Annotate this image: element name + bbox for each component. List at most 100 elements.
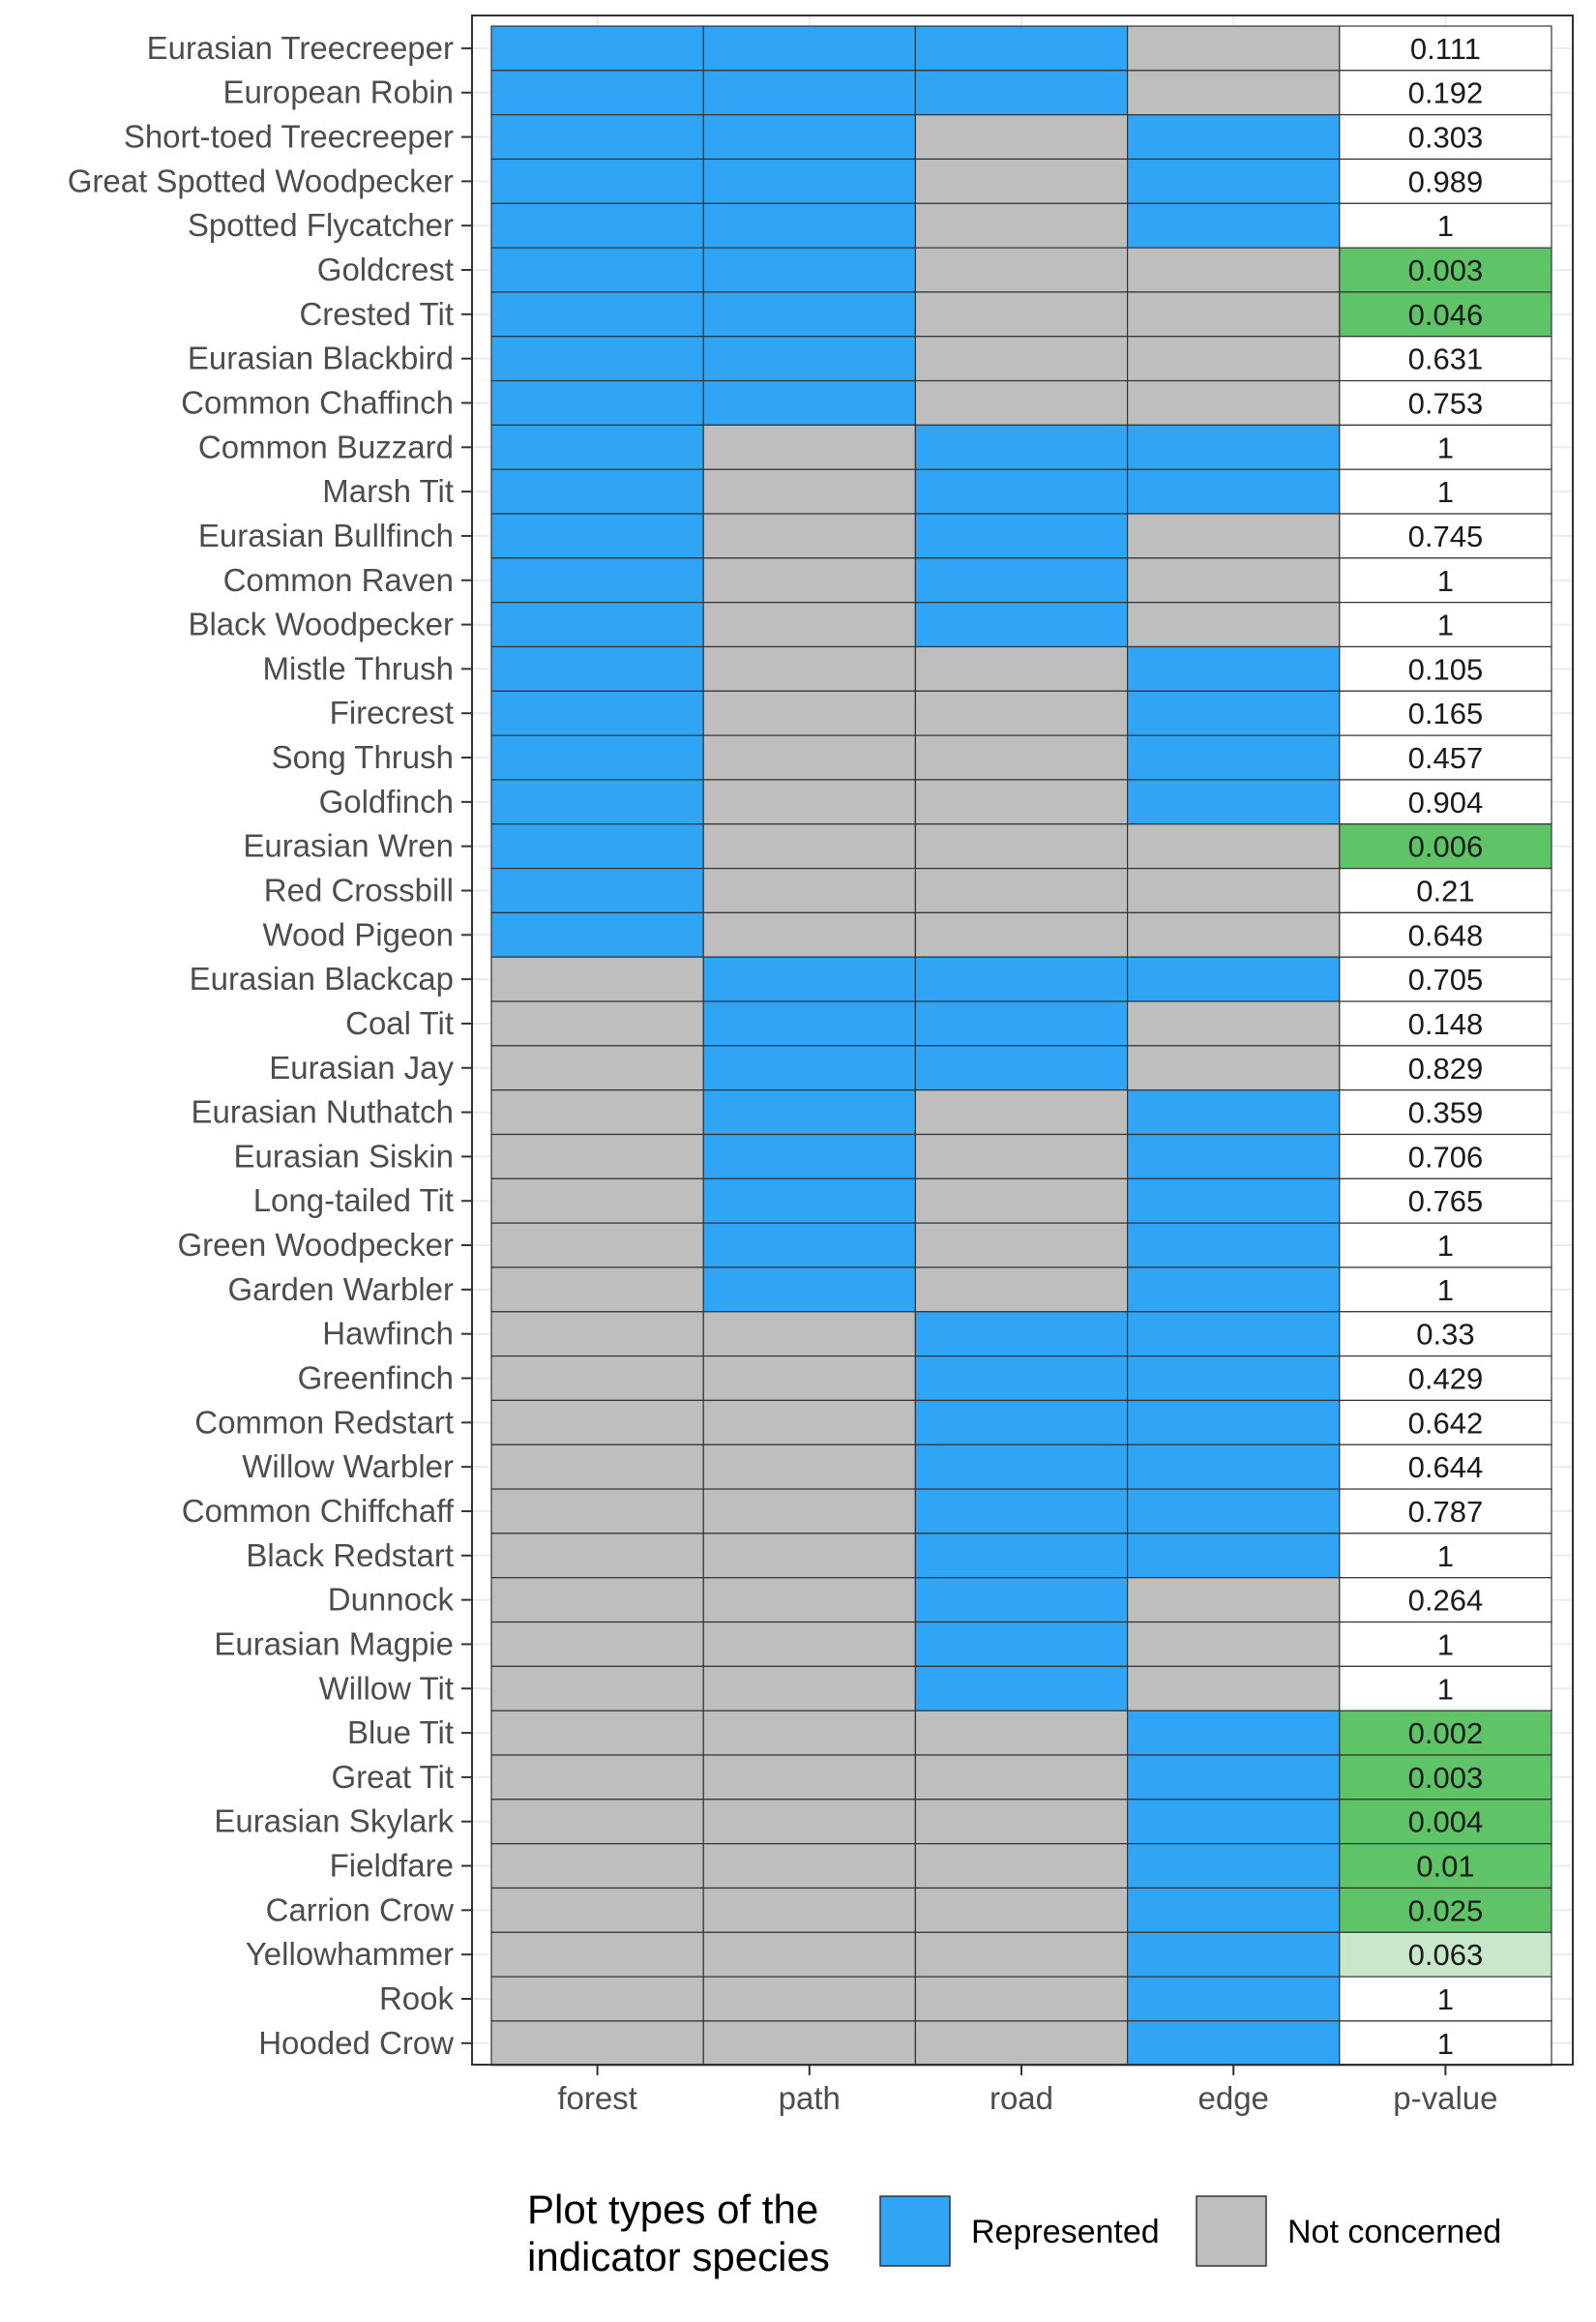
species-label: Great Spotted Woodpecker: [68, 163, 454, 198]
species-label: Black Woodpecker: [188, 607, 454, 642]
cell-road: [914, 1577, 1129, 1623]
cell-edge: [1126, 1177, 1341, 1224]
cell-road: [914, 1665, 1129, 1712]
p-value-label: 0.105: [1408, 652, 1484, 686]
cell-forest: [490, 734, 704, 781]
cell-road: [914, 690, 1129, 736]
cell-forest: [490, 823, 704, 870]
legend-key-not-concerned: [1196, 2195, 1267, 2267]
y-axis: Eurasian Treecreeper European Robin Short-…: [68, 30, 472, 2061]
species-label: Rook: [379, 1980, 455, 2016]
cell-forest: [490, 1887, 704, 1933]
legend-title-line1: Plot types of the: [527, 2187, 818, 2232]
cell-forest: [490, 1133, 704, 1179]
cell-forest: [490, 956, 704, 1002]
cell-road: [914, 1843, 1129, 1890]
species-label: Common Buzzard: [198, 429, 454, 464]
cell-edge: [1126, 1488, 1341, 1534]
cell-path: [702, 2020, 917, 2067]
cell-p-value: [1339, 291, 1552, 338]
cell-edge: [1126, 1754, 1341, 1801]
cell-edge: [1126, 70, 1341, 116]
cell-path: [702, 1488, 917, 1534]
species-label: Hooded Crow: [258, 2025, 454, 2061]
cell-forest: [490, 602, 704, 648]
cell-p-value: [1339, 424, 1552, 470]
cell-path: [702, 779, 917, 825]
cell-p-value: [1339, 602, 1552, 648]
cell-p-value: [1339, 1045, 1552, 1091]
cell-p-value: [1339, 823, 1552, 870]
cell-edge: [1126, 602, 1341, 648]
cell-forest: [490, 779, 704, 825]
cell-road: [914, 557, 1129, 604]
cell-forest: [490, 1045, 704, 1091]
column-label: edge: [1197, 2080, 1268, 2116]
cell-path: [702, 823, 917, 870]
p-value-label: 0.753: [1408, 386, 1484, 420]
cell-forest: [490, 468, 704, 515]
p-value-label: 0.359: [1408, 1096, 1484, 1130]
cell-path: [702, 379, 917, 426]
species-label: Eurasian Bullfinch: [198, 518, 454, 553]
cell-path: [702, 291, 917, 338]
cell-path: [702, 1710, 917, 1756]
cell-path: [702, 1533, 917, 1579]
cell-road: [914, 734, 1129, 781]
cell-path: [702, 513, 917, 559]
cell-road: [914, 1444, 1129, 1490]
cell-p-value: [1339, 1089, 1552, 1136]
cell-path: [702, 1266, 917, 1313]
species-label: Hawfinch: [322, 1316, 454, 1352]
cell-forest: [490, 867, 704, 914]
p-value-labels: 0.111 0.192 0.303 0.989 1 0.003 0.046 0.631 0.75…: [1408, 32, 1484, 2061]
p-value-label: 0.457: [1408, 741, 1484, 775]
cell-road: [914, 1177, 1129, 1224]
cell-edge: [1126, 1577, 1341, 1623]
species-label: Eurasian Jay: [269, 1050, 454, 1086]
cell-path: [702, 1843, 917, 1890]
species-label: Marsh Tit: [322, 473, 454, 509]
cell-road: [914, 1799, 1129, 1845]
species-label: Common Redstart: [194, 1404, 454, 1440]
cell-path: [702, 25, 917, 72]
species-label: Song Thrush: [272, 739, 454, 775]
cell-p-value: [1339, 1399, 1552, 1445]
p-value-label: 0.787: [1408, 1495, 1484, 1529]
cell-forest: [490, 424, 704, 470]
species-label: Garden Warbler: [227, 1271, 454, 1307]
cell-path: [702, 1222, 917, 1268]
cell-path: [702, 70, 917, 116]
cell-road: [914, 1488, 1129, 1534]
cell-edge: [1126, 1533, 1341, 1579]
cell-path: [702, 1089, 917, 1136]
p-value-label: 1: [1437, 609, 1454, 642]
cell-road: [914, 247, 1129, 293]
cell-road: [914, 70, 1129, 116]
p-value-label: 0.148: [1408, 1007, 1484, 1041]
cell-path: [702, 1665, 917, 1712]
cell-p-value: [1339, 1843, 1552, 1890]
species-label: Willow Tit: [319, 1670, 454, 1706]
p-value-label: 0.046: [1408, 298, 1484, 332]
cell-edge: [1126, 734, 1341, 781]
cell-path: [702, 1976, 917, 2022]
p-value-label: 0.642: [1408, 1406, 1484, 1440]
p-value-label: 0.904: [1408, 786, 1484, 819]
p-value-label: 0.989: [1408, 164, 1484, 198]
cell-forest: [490, 1754, 704, 1801]
cell-road: [914, 1000, 1129, 1047]
p-value-label: 0.063: [1408, 1938, 1484, 1972]
cell-road: [914, 1621, 1129, 1667]
cell-p-value: [1339, 1311, 1552, 1357]
cell-p-value: [1339, 645, 1552, 692]
species-label: Eurasian Magpie: [214, 1625, 454, 1661]
column-label: road: [990, 2080, 1053, 2116]
species-label: Eurasian Siskin: [234, 1138, 454, 1174]
cell-path: [702, 1399, 917, 1445]
cell-edge: [1126, 1222, 1341, 1268]
species-label: Common Chaffinch: [181, 384, 454, 420]
cell-road: [914, 2020, 1129, 2067]
p-value-label: 0.705: [1408, 963, 1484, 997]
